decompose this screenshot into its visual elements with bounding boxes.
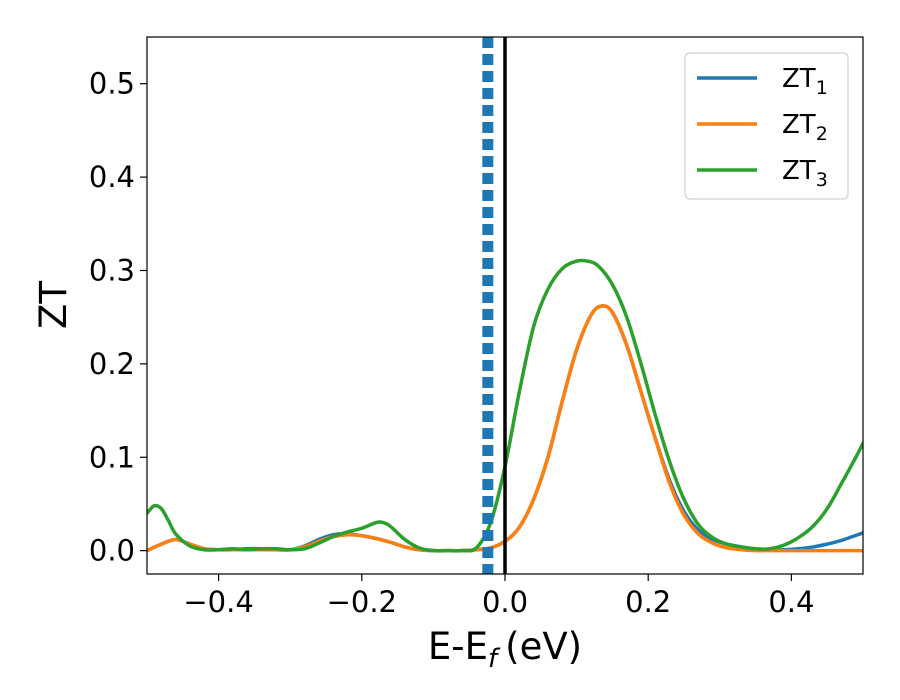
legend-box: [684, 52, 849, 200]
legend-items: ZT1 ZT2 ZT3: [697, 64, 828, 191]
y-tick-label: 0.3: [89, 253, 135, 287]
x-tick-label: −0.2: [327, 585, 397, 619]
x-axis-label-sub: f: [488, 644, 501, 674]
legend-label-zt1: ZT1: [782, 64, 828, 99]
x-tick-label: 0.2: [625, 585, 671, 619]
legend-label-zt3: ZT3: [782, 156, 828, 191]
lines-layer: [147, 37, 863, 574]
y-tick-label: 0.1: [89, 440, 135, 474]
x-tick-label: 0.4: [768, 585, 814, 619]
y-tick-label: 0.2: [89, 347, 135, 381]
x-tick-label: 0.0: [482, 585, 528, 619]
x-axis-label-main: E-E: [428, 625, 488, 668]
x-axis-label-unit: (eV): [505, 625, 582, 668]
y-tick-label: 0.5: [89, 67, 135, 101]
y-tick-label: 0.0: [89, 534, 135, 568]
x-axis-label: E-Ef (eV): [428, 625, 582, 674]
y-axis-label: ZT: [32, 281, 75, 329]
ticks-layer: −0.4 −0.2 0.0 0.2 0.4 0.0 0.1 0.2 0.3 0.4 0.5: [89, 67, 815, 619]
x-tick-label: −0.4: [183, 585, 253, 619]
legend-label-zt2: ZT2: [782, 110, 828, 145]
legend: ZT1 ZT2 ZT3: [684, 52, 849, 200]
y-tick-label: 0.4: [89, 160, 135, 194]
